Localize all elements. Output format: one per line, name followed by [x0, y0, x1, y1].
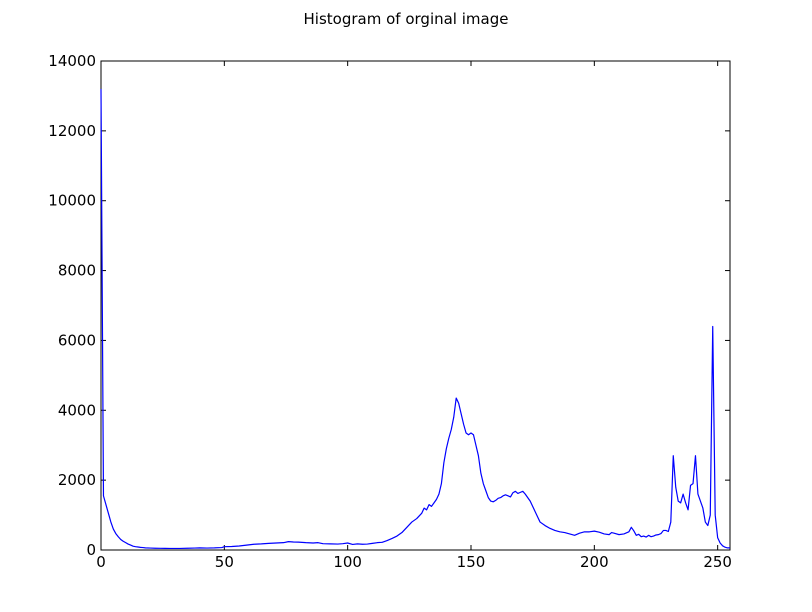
y-tick-label: 2000 — [58, 471, 96, 489]
plot-frame — [100, 60, 731, 551]
histogram-line — [100, 88, 730, 550]
x-tick-label: 100 — [333, 553, 362, 571]
y-tick-label: 10000 — [48, 192, 96, 210]
x-tick-label: 50 — [215, 553, 234, 571]
x-tick-label: 250 — [703, 553, 732, 571]
y-tick-label: 8000 — [58, 262, 96, 280]
x-axis: 0 50 100 150 200 250 — [96, 61, 732, 571]
x-tick-label: 0 — [96, 553, 106, 571]
y-tick-label: 0 — [86, 541, 96, 559]
y-axis: 0 2000 4000 6000 8000 10000 12000 14000 — [48, 52, 730, 559]
chart-title: Histogram of orginal image — [304, 10, 509, 28]
x-tick-label: 150 — [457, 553, 486, 571]
y-tick-label: 12000 — [48, 122, 96, 140]
y-tick-label: 6000 — [58, 331, 96, 349]
y-tick-label: 4000 — [58, 401, 96, 419]
y-tick-label: 14000 — [48, 52, 96, 70]
x-tick-label: 200 — [580, 553, 609, 571]
